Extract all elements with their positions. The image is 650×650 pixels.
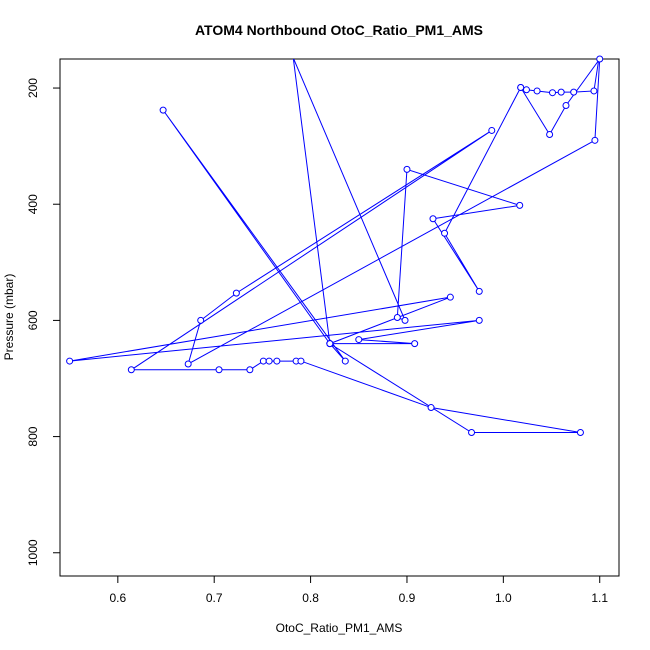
data-point (570, 88, 578, 96)
x-axis-label: OtoC_Ratio_PM1_AMS (276, 621, 403, 635)
x-axis: 0.6 0.7 0.8 0.9 1.0 1.1 (109, 575, 608, 605)
data-point (576, 429, 584, 437)
x-tick-label: 0.9 (399, 591, 416, 605)
data-point (591, 136, 599, 144)
data-point (159, 106, 167, 114)
data-point (475, 287, 483, 295)
data-point (562, 101, 570, 109)
data-point (475, 316, 483, 324)
data-point (259, 357, 267, 365)
data-point (488, 126, 496, 134)
data-point (596, 55, 604, 63)
data-point (297, 357, 305, 365)
y-axis-label: Pressure (mbar) (2, 274, 16, 361)
y-tick-label: 400 (26, 194, 40, 214)
data-point (232, 289, 240, 297)
data-point (557, 88, 565, 96)
data-point (393, 314, 401, 321)
data-point (590, 87, 598, 95)
data-point (401, 316, 409, 324)
y-tick-label: 1000 (26, 539, 40, 566)
data-point (265, 357, 273, 365)
data-point (127, 366, 135, 374)
data-point (341, 357, 349, 365)
data-point (411, 340, 419, 348)
chart-title: ATOM4 Northbound OtoC_Ratio_PM1_AMS (195, 22, 483, 38)
data-point (246, 366, 254, 374)
data-point (468, 429, 476, 437)
y-tick-label: 200 (26, 78, 40, 98)
data-point (549, 89, 556, 97)
data-point (522, 86, 530, 94)
data-point (446, 293, 454, 301)
x-tick-label: 0.6 (109, 591, 126, 605)
series-layer (66, 55, 604, 437)
x-tick-label: 0.7 (206, 591, 223, 605)
data-point (273, 357, 281, 365)
x-tick-label: 1.0 (495, 591, 512, 605)
plot-area (59, 58, 620, 577)
x-tick-label: 0.8 (302, 591, 319, 605)
x-tick-label: 1.1 (591, 591, 608, 605)
y-tick-label: 800 (26, 426, 40, 446)
data-point (516, 201, 524, 209)
data-point (533, 87, 541, 95)
series-line (69, 59, 601, 434)
data-point (215, 366, 223, 374)
data-point (326, 340, 334, 348)
data-point (403, 165, 411, 173)
y-axis: 200 400 600 800 1000 (26, 78, 61, 566)
data-point (429, 215, 437, 223)
data-point (441, 229, 449, 237)
data-point (197, 316, 205, 324)
data-point (184, 360, 192, 368)
data-point (66, 357, 74, 365)
data-point (517, 83, 525, 91)
y-tick-label: 600 (26, 310, 40, 330)
data-point (546, 131, 554, 139)
data-point (355, 336, 363, 344)
data-point (427, 404, 435, 412)
